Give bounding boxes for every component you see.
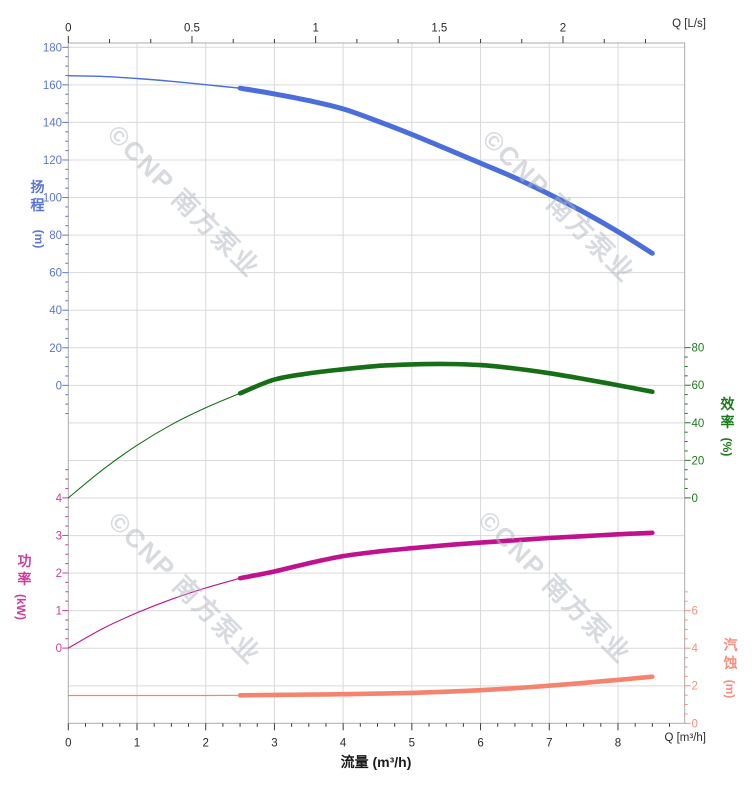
svg-text:5: 5 <box>409 738 415 750</box>
npsh-axis-ticks <box>684 591 691 724</box>
svg-text:80: 80 <box>692 343 705 355</box>
efficiency-axis-unit: (%) <box>720 437 734 457</box>
svg-text:60: 60 <box>49 268 62 280</box>
svg-text:0: 0 <box>56 643 62 655</box>
svg-text:3: 3 <box>56 530 62 542</box>
npsh-curve-thick <box>237 674 655 698</box>
svg-text:0: 0 <box>65 23 71 35</box>
power-axis-title: 功率 <box>17 553 32 587</box>
svg-text:2: 2 <box>692 681 698 693</box>
svg-text:6: 6 <box>477 738 483 750</box>
head-curve-thin <box>67 75 241 89</box>
svg-text:140: 140 <box>43 117 62 129</box>
efficiency-axis-ticks <box>684 347 691 499</box>
svg-text:20: 20 <box>49 343 62 355</box>
efficiency-axis-tick-labels: 80 60 40 20 0 <box>692 343 705 505</box>
power-axis-ticks <box>62 469 69 649</box>
top-axis-ticks <box>67 36 646 43</box>
svg-text:6: 6 <box>692 606 698 618</box>
svg-text:2: 2 <box>203 738 209 750</box>
svg-text:2: 2 <box>56 568 62 580</box>
svg-text:40: 40 <box>692 418 705 430</box>
bottom-axis-tick-labels: 0 1 2 3 4 5 6 7 8 <box>65 738 621 750</box>
efficiency-curve-thick <box>237 361 655 396</box>
svg-text:4: 4 <box>340 738 347 750</box>
power-axis-unit: (kW) <box>14 594 28 620</box>
svg-text:2: 2 <box>560 23 566 35</box>
svg-text:3: 3 <box>271 738 277 750</box>
top-axis-tick-labels: 0 0.5 1 1.5 2 <box>65 23 566 35</box>
svg-text:4: 4 <box>56 493 63 505</box>
svg-text:40: 40 <box>49 305 62 317</box>
head-axis-tick-labels: 180 160 140 120 100 80 60 40 20 0 <box>43 42 62 392</box>
head-curve-thick <box>237 85 655 256</box>
svg-text:180: 180 <box>43 42 62 54</box>
head-axis-ticks <box>62 46 69 415</box>
head-axis-title: 扬程 <box>30 179 45 213</box>
npsh-axis-title: 汽蚀 <box>723 637 738 671</box>
svg-text:20: 20 <box>692 455 705 467</box>
svg-text:0.5: 0.5 <box>184 23 200 35</box>
svg-text:80: 80 <box>49 230 62 242</box>
svg-text:0: 0 <box>65 738 71 750</box>
head-axis-unit: (m) <box>32 229 46 249</box>
svg-text:100: 100 <box>43 193 62 205</box>
gridlines <box>68 43 685 724</box>
svg-text:8: 8 <box>615 738 621 750</box>
svg-text:160: 160 <box>43 80 62 92</box>
efficiency-axis-title: 效率 <box>720 396 735 430</box>
x-axis-title: 流量 (m³/h) <box>340 754 412 770</box>
bottom-axis-ticks <box>67 723 671 731</box>
svg-text:0: 0 <box>56 380 62 392</box>
efficiency-curve <box>67 361 655 499</box>
svg-text:1: 1 <box>56 606 62 618</box>
power-curve-thin <box>67 577 241 649</box>
npsh-axis-tick-labels: 6 4 2 0 <box>692 606 699 731</box>
svg-text:0: 0 <box>692 718 698 730</box>
svg-text:1.5: 1.5 <box>431 23 447 35</box>
svg-text:1: 1 <box>312 23 318 35</box>
svg-text:7: 7 <box>546 738 552 750</box>
npsh-curve <box>67 674 655 698</box>
plot-border <box>67 42 686 724</box>
svg-text:120: 120 <box>43 155 62 167</box>
svg-text:1: 1 <box>134 738 140 750</box>
npsh-axis-unit: (m) <box>723 679 737 699</box>
top-axis-unit-label: Q [L/s] <box>672 18 706 30</box>
power-curve <box>67 530 655 649</box>
svg-text:0: 0 <box>692 493 698 505</box>
power-curve-thick <box>237 530 655 581</box>
bottom-axis-unit-label: Q [m³/h] <box>664 732 706 744</box>
power-axis-tick-labels: 4 3 2 1 0 <box>56 493 63 655</box>
head-curve <box>67 75 655 256</box>
efficiency-curve-thin <box>67 392 241 499</box>
svg-text:4: 4 <box>692 643 699 655</box>
svg-text:60: 60 <box>692 380 705 392</box>
